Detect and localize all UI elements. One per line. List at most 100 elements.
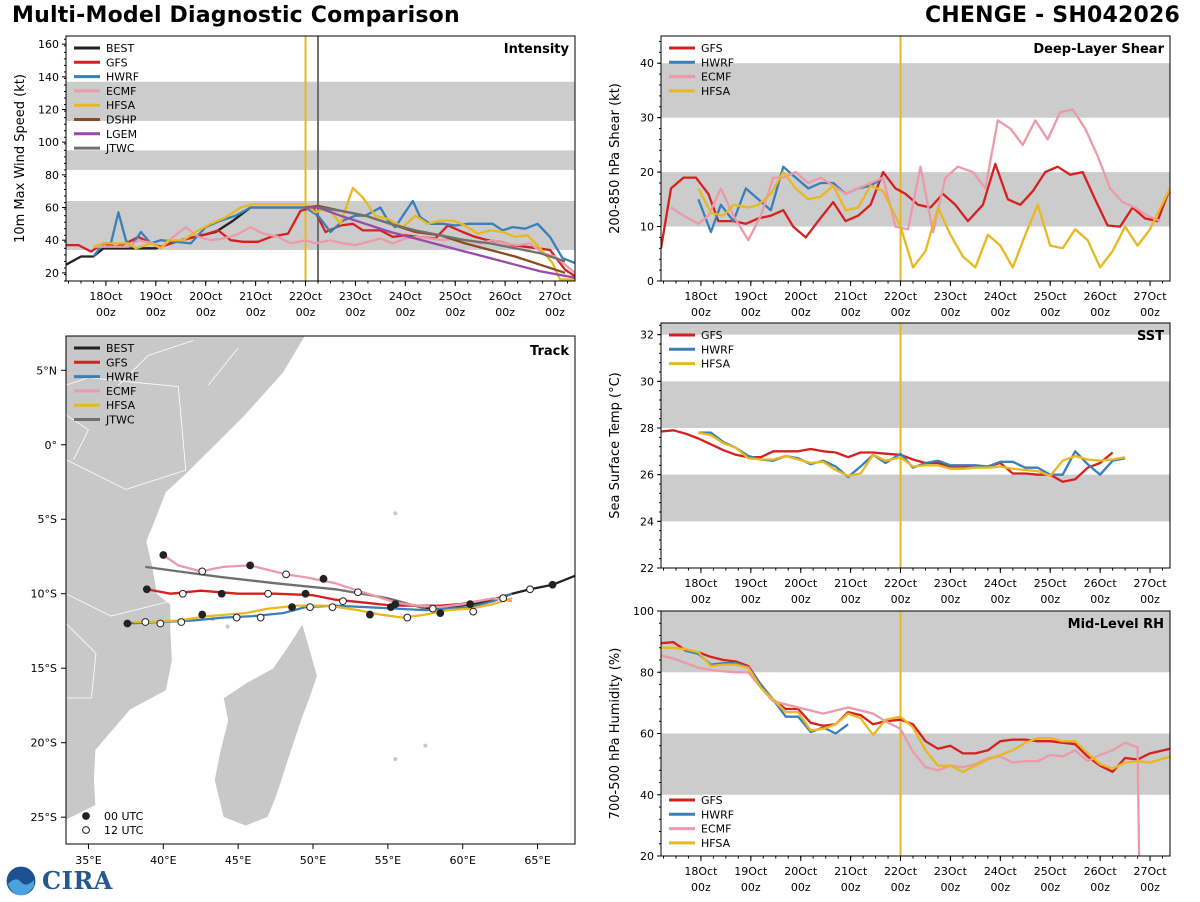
sst-xtick-hour: 00z xyxy=(741,593,761,606)
shear-xtick-hour: 00z xyxy=(1090,306,1110,319)
shear-frame xyxy=(660,35,1171,282)
sst-legend-label-gfs: GFS xyxy=(701,329,723,342)
track-series-gfs xyxy=(146,588,513,607)
rh-xtick-date: 20Oct xyxy=(784,865,818,878)
sst-ytick-label: 22 xyxy=(640,562,654,575)
sst-title: SST xyxy=(1137,329,1164,344)
country-border xyxy=(66,593,171,617)
track-ytick-label: 25°S xyxy=(31,811,57,824)
rh-xtick-hour: 00z xyxy=(1140,881,1160,894)
sst-xtick-hour: 00z xyxy=(791,593,811,606)
shear-xtick-date: 22Oct xyxy=(884,290,918,303)
rh-xtick-hour: 00z xyxy=(741,881,761,894)
intensity-ytick-label: 80 xyxy=(45,169,59,182)
track-ytick-label: 20°S xyxy=(31,737,57,750)
sst-xtick-date: 21Oct xyxy=(834,577,868,590)
intensity-xtick-date: 23Oct xyxy=(339,290,373,303)
track-series-jtwc xyxy=(145,565,426,610)
track-map-area xyxy=(66,336,575,827)
intensity-ytick-label: 120 xyxy=(38,104,59,117)
shear-xtick-date: 19Oct xyxy=(734,290,768,303)
shear-legend-label-hwrf: HWRF xyxy=(701,56,734,69)
track-ytick-label: 5°S xyxy=(38,513,57,526)
sst-ytick-label: 24 xyxy=(640,515,654,528)
track-marker-12utc xyxy=(469,607,478,616)
intensity-xtick-hour: 00z xyxy=(346,306,366,319)
shear-xtick-hour: 00z xyxy=(841,306,861,319)
shear-series-group xyxy=(661,108,1170,269)
rh-xtick-hour: 00z xyxy=(791,881,811,894)
track-marker-00utc xyxy=(436,609,445,617)
sst-xtick-date: 19Oct xyxy=(734,577,768,590)
rh-xtick-hour: 00z xyxy=(891,881,911,894)
track-frame xyxy=(65,335,576,845)
shear-ytick-label: 30 xyxy=(640,112,654,125)
intensity-title: Intensity xyxy=(504,42,570,57)
sst-ytick-label: 28 xyxy=(640,422,654,435)
shear-legend-label-gfs: GFS xyxy=(701,42,723,55)
rh-ytick-label: 40 xyxy=(640,789,654,802)
rh-title: Mid-Level RH xyxy=(1068,617,1164,632)
rh-xtick-date: 27Oct xyxy=(1134,865,1168,878)
shear-xtick-hour: 00z xyxy=(941,306,961,319)
sst-xtick-date: 22Oct xyxy=(884,577,918,590)
intensity-ytick-label: 40 xyxy=(45,234,59,247)
island xyxy=(393,757,398,762)
shear-panel: 0 10 20 30 40 18Oct 00z 19Oct 00z 20Oct 00z 21Oct 00… xyxy=(608,35,1171,319)
sst-legend-label-hwrf: HWRF xyxy=(701,343,734,356)
track-marker-00utc xyxy=(217,589,226,598)
country-border xyxy=(66,623,97,699)
track-marker-00utc xyxy=(246,561,255,570)
cira-logo: CIRA xyxy=(4,864,112,898)
rh-legend-label-hfsa: HFSA xyxy=(701,837,731,850)
track-marker-12utc xyxy=(499,594,508,603)
intensity-xtick-hour: 00z xyxy=(495,306,515,319)
intensity-legend-label-ecmf: ECMF xyxy=(106,85,136,98)
track-marker-00utc xyxy=(198,610,207,619)
intensity-series-group xyxy=(66,186,575,281)
sst-xtick-hour: 00z xyxy=(841,593,861,606)
track-marker-12utc xyxy=(264,589,273,598)
track-ytick-label: 15°S xyxy=(31,662,57,675)
shear-xtick-hour: 00z xyxy=(741,306,761,319)
country-border xyxy=(66,414,89,460)
track-marker-12utc xyxy=(156,619,165,628)
intensity-ytick-label: 100 xyxy=(38,136,59,149)
sst-xtick-hour: 00z xyxy=(941,593,961,606)
rh-xtick-hour: 00z xyxy=(1090,881,1110,894)
rh-xtick-hour: 00z xyxy=(841,881,861,894)
shear-ytick-label: 10 xyxy=(640,221,654,234)
shear-xtick-date: 27Oct xyxy=(1134,290,1168,303)
rh-xtick-date: 22Oct xyxy=(884,865,918,878)
rh-shade-band xyxy=(661,733,1170,795)
shear-legend-label-ecmf: ECMF xyxy=(701,71,731,84)
track-marker-12utc xyxy=(178,589,187,598)
track-marker-12utc xyxy=(354,588,362,597)
intensity-xtick-hour: 00z xyxy=(196,306,216,319)
track-legend-label-hfsa: HFSA xyxy=(106,399,136,412)
track-marker-12utc xyxy=(282,570,290,579)
intensity-ylabel: 10m Max Wind Speed (kt) xyxy=(13,74,28,243)
sst-ylabel: Sea Surface Temp (°C) xyxy=(608,372,623,519)
sst-xtick-hour: 00z xyxy=(1140,593,1160,606)
country-border xyxy=(207,347,239,386)
sst-xtick-date: 25Oct xyxy=(1034,577,1068,590)
shear-xtick-date: 20Oct xyxy=(784,290,818,303)
rh-legend-label-gfs: GFS xyxy=(701,794,723,807)
track-marker-12utc xyxy=(428,604,437,613)
track-marker-12utc xyxy=(256,613,265,622)
track-marker-00utc xyxy=(123,619,132,628)
intensity-frame xyxy=(65,35,576,282)
intensity-xtick-hour: 00z xyxy=(545,306,565,319)
storm-id-title: CHENGE - SH042026 xyxy=(924,3,1180,28)
rh-xtick-hour: 00z xyxy=(1040,881,1060,894)
rh-xtick-hour: 00z xyxy=(941,881,961,894)
country-border xyxy=(66,377,187,471)
rh-legend-label-hwrf: HWRF xyxy=(701,808,734,821)
track-legend-label-ecmf: ECMF xyxy=(106,385,136,398)
country-border xyxy=(66,459,186,490)
track-marker-12utc xyxy=(526,585,534,594)
intensity-legend-label-hwrf: HWRF xyxy=(106,71,139,84)
sst-xtick-hour: 00z xyxy=(1040,593,1060,606)
